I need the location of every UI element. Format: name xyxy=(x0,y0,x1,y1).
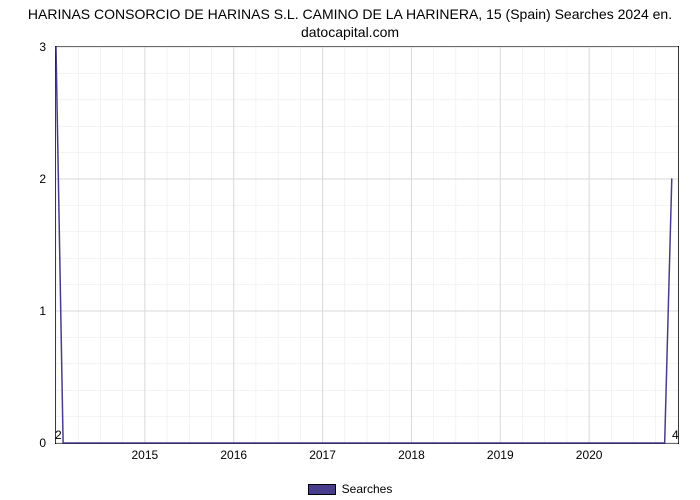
x-tick-label: 2018 xyxy=(398,448,425,462)
x-tick-label: 2015 xyxy=(131,448,158,462)
series-svg xyxy=(56,47,678,443)
legend-swatch xyxy=(308,484,336,495)
secondary-left-num: 2 xyxy=(55,428,62,442)
x-tick-label: 2019 xyxy=(487,448,514,462)
chart-title-line1: HARINAS CONSORCIO DE HARINAS S.L. CAMINO… xyxy=(28,6,672,22)
y-tick-label: 1 xyxy=(39,304,46,318)
y-tick-label: 0 xyxy=(39,436,46,450)
plot-area xyxy=(55,46,679,444)
y-tick-label: 2 xyxy=(39,172,46,186)
secondary-right-num: 4 xyxy=(672,428,679,442)
chart-title-line2: datocapital.com xyxy=(301,24,399,40)
x-tick-label: 2016 xyxy=(220,448,247,462)
y-tick-label: 3 xyxy=(39,40,46,54)
chart-title: HARINAS CONSORCIO DE HARINAS S.L. CAMINO… xyxy=(0,6,700,41)
x-tick-label: 2020 xyxy=(576,448,603,462)
legend: Searches xyxy=(0,482,700,496)
chart-container: HARINAS CONSORCIO DE HARINAS S.L. CAMINO… xyxy=(0,0,700,500)
x-tick-label: 2017 xyxy=(309,448,336,462)
legend-label: Searches xyxy=(342,482,393,496)
